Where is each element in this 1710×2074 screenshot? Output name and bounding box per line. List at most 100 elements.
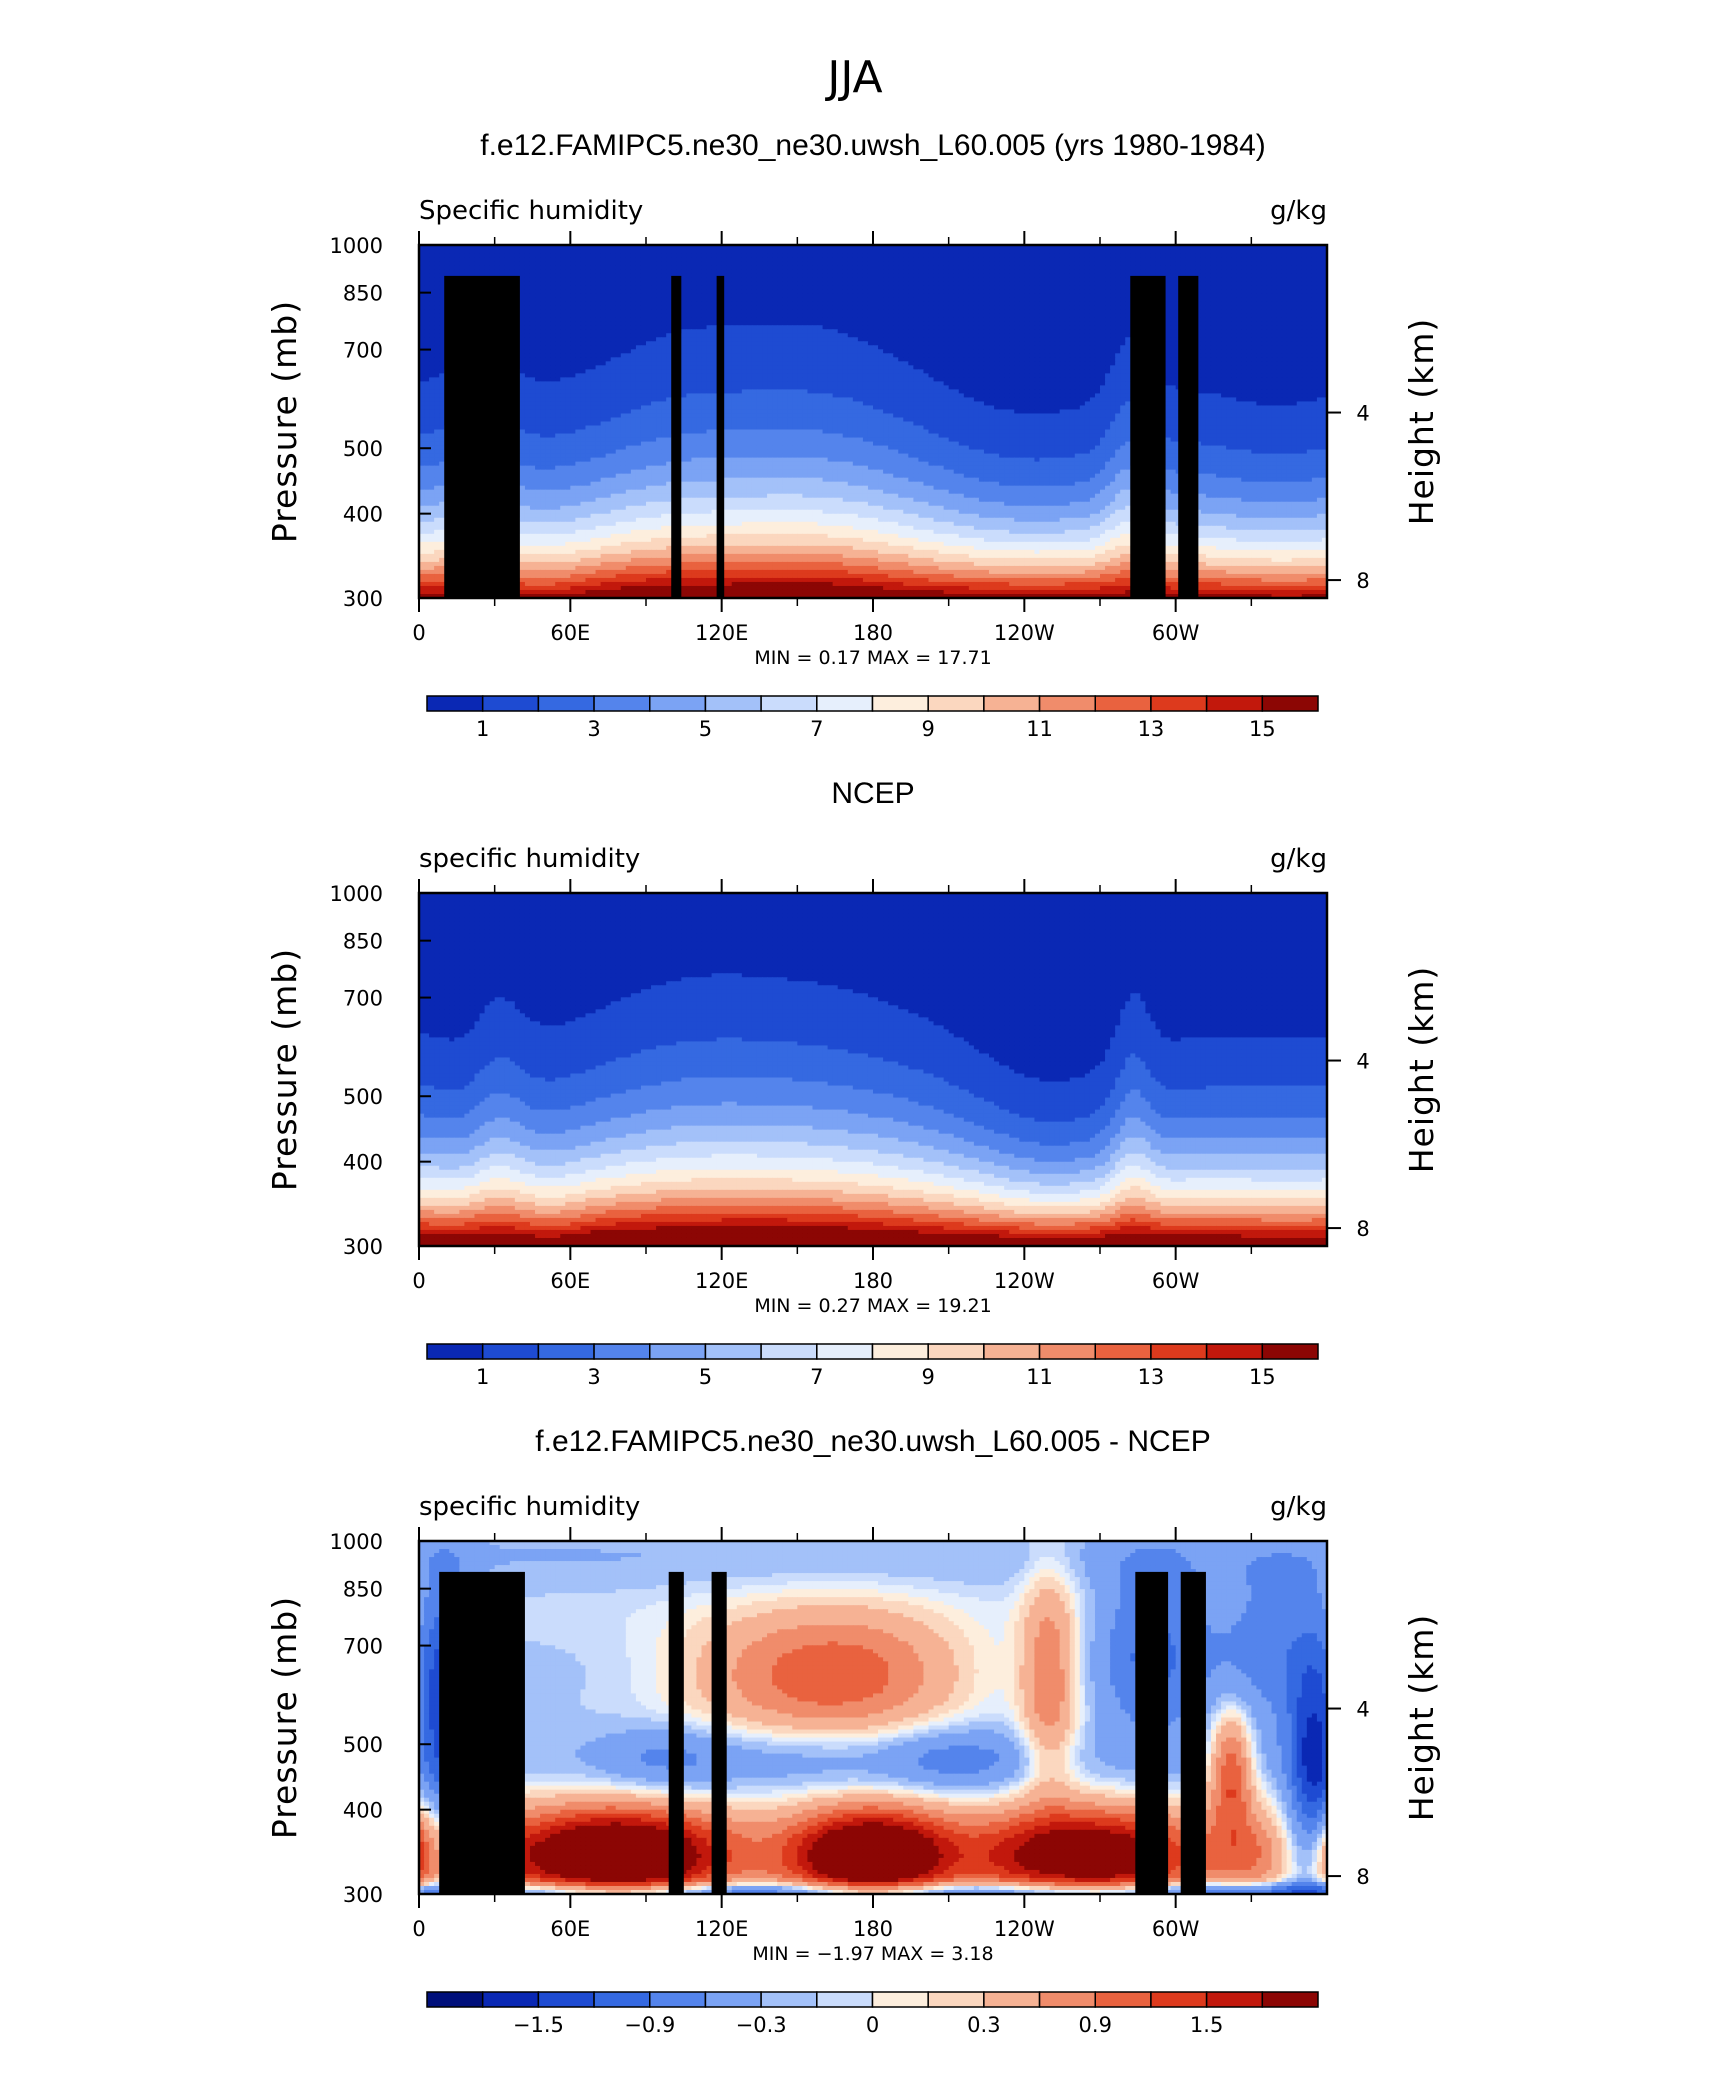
contour-cell: [751, 317, 758, 322]
contour-cell: [1296, 349, 1303, 354]
contour-cell: [439, 297, 445, 302]
contour-cell: [802, 289, 809, 294]
contour-cell: [797, 345, 803, 350]
contour-cell: [701, 277, 708, 282]
contour-cell: [943, 305, 950, 310]
contour-cell: [923, 333, 930, 338]
contour-cell: [595, 273, 602, 278]
contour-cell: [519, 277, 526, 282]
contour-cell: [989, 265, 995, 270]
contour-cell: [1216, 257, 1222, 262]
contour-cell: [772, 353, 778, 358]
contour-cell: [529, 269, 536, 274]
contour-cell: [651, 305, 657, 310]
contour-cell: [1231, 329, 1237, 334]
contour-cell: [1321, 305, 1328, 310]
contour-cell: [756, 273, 763, 278]
contour-cell: [1064, 289, 1071, 294]
contour-cell: [540, 293, 546, 298]
contour-cell: [429, 257, 435, 262]
contour-cell: [434, 297, 440, 302]
contour-cell: [1120, 309, 1126, 314]
contour-cell: [696, 341, 703, 346]
contour-cell: [1226, 321, 1232, 326]
contour-cell: [1170, 253, 1177, 258]
contour-cell: [651, 285, 657, 290]
contour-cell: [666, 293, 672, 298]
contour-cell: [847, 265, 854, 270]
contour-cell: [847, 321, 854, 326]
contour-cell: [999, 349, 1005, 354]
contour-cell: [600, 353, 607, 358]
contour-cell: [1064, 301, 1071, 306]
contour-cell: [1100, 345, 1106, 350]
contour-cell: [1205, 265, 1212, 270]
contour-cell: [615, 305, 622, 310]
contour-cell: [1160, 257, 1167, 262]
contour-cell: [1009, 277, 1015, 282]
contour-cell: [711, 321, 718, 326]
contour-cell: [1276, 305, 1283, 310]
contour-cell: [1120, 277, 1126, 282]
contour-cell: [560, 293, 566, 298]
contour-cell: [802, 273, 809, 278]
contour-cell: [1256, 281, 1263, 286]
contour-cell: [640, 321, 647, 326]
contour-cell: [535, 345, 541, 350]
contour-cell: [1216, 313, 1222, 318]
contour-cell: [1306, 333, 1313, 338]
contour-cell: [938, 265, 945, 270]
contour-cell: [545, 261, 551, 266]
contour-cell: [1049, 245, 1056, 250]
contour-cell: [1064, 325, 1071, 330]
contour-cell: [524, 313, 531, 318]
contour-cell: [1120, 349, 1126, 354]
contour-cell: [918, 313, 925, 318]
contour-cell: [731, 349, 738, 354]
contour-cell: [721, 341, 728, 346]
contour-cell: [1029, 253, 1036, 258]
contour-cell: [1044, 297, 1051, 302]
contour-cell: [570, 281, 576, 286]
contour-cell: [620, 249, 627, 254]
contour-cell: [837, 249, 844, 254]
contour-cell: [1094, 261, 1101, 266]
contour-cell: [1079, 353, 1086, 358]
contour-cell: [1281, 269, 1288, 274]
contour-cell: [1105, 349, 1111, 354]
contour-cell: [726, 281, 733, 286]
contour-cell: [529, 301, 536, 306]
contour-cell: [1054, 261, 1061, 266]
contour-cell: [938, 281, 945, 286]
contour-cell: [1094, 337, 1101, 342]
contour-cell: [630, 345, 637, 350]
contour-cell: [545, 353, 551, 358]
contour-cell: [1251, 265, 1257, 270]
contour-cell: [787, 273, 793, 278]
contour-cell: [696, 257, 703, 262]
contour-cell: [646, 273, 652, 278]
contour-cell: [948, 301, 955, 306]
contour-cell: [1140, 249, 1146, 254]
contour-cell: [1266, 245, 1273, 250]
contour-cell: [837, 281, 844, 286]
contour-cell: [1125, 305, 1131, 310]
contour-cell: [1044, 337, 1051, 342]
contour-cell: [529, 245, 536, 250]
contour-cell: [424, 305, 430, 310]
contour-cell: [1120, 265, 1126, 270]
contour-cell: [1266, 305, 1273, 310]
contour-cell: [1195, 321, 1202, 326]
contour-cell: [1140, 269, 1146, 274]
contour-cell: [429, 249, 435, 254]
contour-cell: [1200, 285, 1207, 290]
contour-cell: [817, 313, 824, 318]
contour-cell: [1004, 325, 1010, 330]
contour-cell: [973, 341, 980, 346]
contour-cell: [983, 325, 990, 330]
contour-cell: [424, 273, 430, 278]
contour-cell: [842, 317, 849, 322]
contour-cell: [983, 349, 990, 354]
contour-cell: [978, 305, 985, 310]
contour-cell: [1105, 277, 1111, 282]
